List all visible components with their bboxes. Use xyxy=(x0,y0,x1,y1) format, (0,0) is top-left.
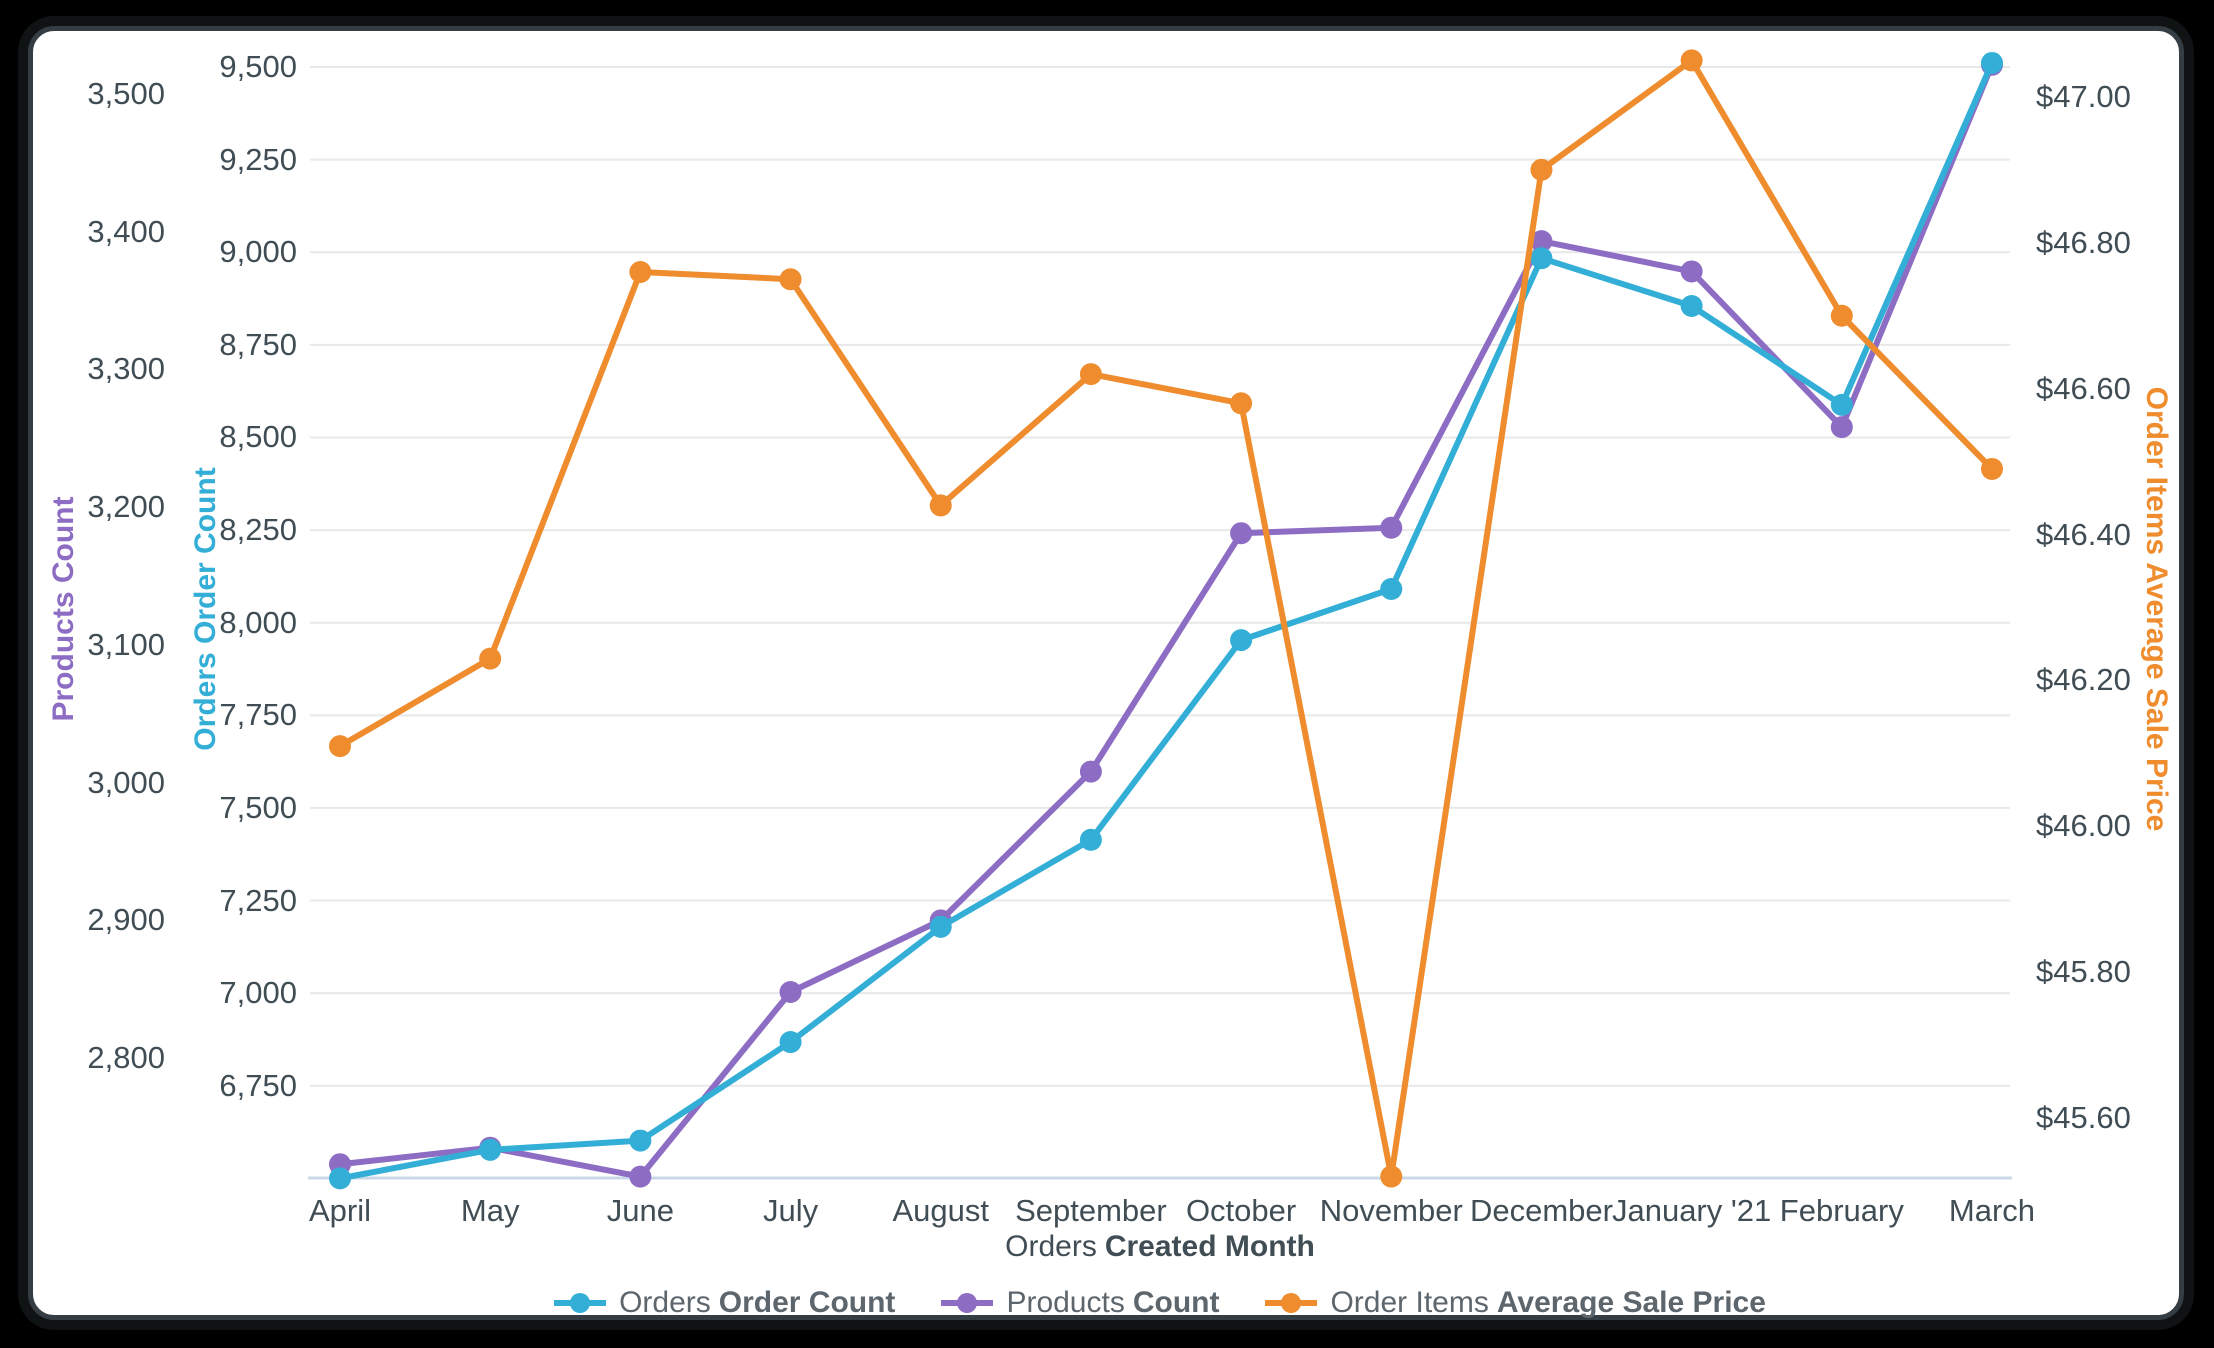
data-point-orders[interactable] xyxy=(329,1167,351,1190)
data-point-price[interactable] xyxy=(1680,49,1703,72)
data-point-orders[interactable] xyxy=(629,1129,652,1152)
data-point-products[interactable] xyxy=(1079,760,1102,783)
data-point-price[interactable] xyxy=(1981,457,2003,480)
y-tick-price: $46.00 xyxy=(2036,808,2131,844)
series-line-products[interactable] xyxy=(339,63,1995,1180)
y-tick-price: $46.20 xyxy=(2036,662,2131,698)
data-point-products[interactable] xyxy=(1830,416,1853,439)
legend-item-orders[interactable]: Orders Order Count xyxy=(554,1286,895,1320)
y-tick-orders: 8,000 xyxy=(219,604,297,640)
series-line-price[interactable] xyxy=(338,57,1995,1180)
y-tick-products: 3,400 xyxy=(87,213,165,249)
data-point-products[interactable] xyxy=(1380,516,1403,539)
legend: Orders Order Count Products Count Order Item… xyxy=(310,1286,2010,1320)
products-count-axis-title: Products Count xyxy=(47,496,80,722)
x-tick-label: February xyxy=(1779,1193,1904,1228)
data-point-products[interactable] xyxy=(629,1165,652,1188)
y-tick-products: 3,500 xyxy=(87,75,165,111)
y-tick-orders: 7,500 xyxy=(219,789,297,825)
data-point-orders[interactable] xyxy=(1079,828,1102,851)
chart-card xyxy=(28,26,2184,1320)
y-tick-orders: 8,250 xyxy=(219,512,297,548)
data-point-price[interactable] xyxy=(1380,1165,1403,1188)
average-sale-price-axis-title: Order Items Average Sale Price xyxy=(2140,386,2173,832)
data-point-price[interactable] xyxy=(629,260,652,283)
data-point-price[interactable] xyxy=(779,268,802,291)
data-point-orders[interactable] xyxy=(1380,577,1403,600)
series-line-orders[interactable] xyxy=(339,61,1995,1182)
data-point-orders[interactable] xyxy=(1530,247,1553,270)
data-point-products[interactable] xyxy=(1680,260,1703,283)
x-tick-label: November xyxy=(1319,1193,1463,1228)
x-axis-title: Orders Created Month xyxy=(310,1230,2010,1264)
y-tick-price: $47.00 xyxy=(2036,78,2131,114)
data-point-orders[interactable] xyxy=(929,915,952,938)
x-tick-label: January '21 xyxy=(1611,1193,1772,1228)
x-axis-title-bold: Created Month xyxy=(1104,1230,1315,1263)
legend-label: Orders Order Count xyxy=(619,1286,896,1319)
x-tick-label: March xyxy=(1948,1193,2036,1228)
y-tick-products: 3,000 xyxy=(87,764,165,800)
data-point-price[interactable] xyxy=(329,735,351,758)
y-tick-products: 3,300 xyxy=(87,351,165,387)
legend-marker-icon xyxy=(941,1293,994,1313)
data-point-orders[interactable] xyxy=(1830,393,1853,416)
data-point-price[interactable] xyxy=(1530,158,1553,181)
legend-item-price[interactable]: Order Items Average Sale Price xyxy=(1265,1286,1766,1320)
y-tick-orders: 7,750 xyxy=(219,697,297,733)
y-tick-orders: 9,500 xyxy=(219,49,297,85)
data-point-orders[interactable] xyxy=(479,1138,502,1161)
y-tick-products: 3,200 xyxy=(87,489,165,525)
x-tick-label: May xyxy=(460,1193,520,1228)
legend-marker-icon xyxy=(1265,1293,1318,1313)
y-tick-price: $46.80 xyxy=(2036,224,2131,260)
y-tick-orders: 9,000 xyxy=(219,234,297,270)
x-tick-label: December xyxy=(1469,1193,1613,1228)
y-tick-orders: 7,000 xyxy=(219,975,297,1011)
x-tick-label: April xyxy=(308,1193,371,1228)
data-point-products[interactable] xyxy=(779,981,802,1004)
data-point-products[interactable] xyxy=(1530,230,1553,253)
y-tick-orders: 6,750 xyxy=(219,1067,297,1103)
data-point-price[interactable] xyxy=(1079,363,1102,386)
legend-label: Order Items Average Sale Price xyxy=(1330,1286,1766,1319)
y-tick-products: 2,900 xyxy=(87,902,165,938)
y-tick-price: $45.80 xyxy=(2036,954,2131,990)
y-tick-price: $46.40 xyxy=(2036,516,2131,552)
data-point-products[interactable] xyxy=(1230,522,1253,545)
x-tick-label: June xyxy=(606,1193,674,1228)
y-tick-orders: 9,250 xyxy=(219,141,297,177)
y-tick-products: 3,100 xyxy=(87,626,165,662)
y-tick-price: $45.60 xyxy=(2036,1100,2131,1136)
x-tick-label: July xyxy=(762,1193,819,1228)
data-point-price[interactable] xyxy=(929,494,952,517)
y-tick-orders: 8,500 xyxy=(219,419,297,455)
y-tick-price: $46.60 xyxy=(2036,370,2131,406)
x-axis-title-regular: Orders xyxy=(1005,1230,1097,1263)
legend-marker-icon xyxy=(554,1293,607,1313)
orders-order-count-axis-title: Orders Order Count xyxy=(189,467,222,751)
data-point-price[interactable] xyxy=(479,647,502,670)
y-tick-products: 2,800 xyxy=(87,1040,165,1076)
x-tick-label: October xyxy=(1185,1193,1297,1228)
legend-item-products[interactable]: Products Count xyxy=(941,1286,1219,1320)
x-tick-label: September xyxy=(1015,1193,1167,1228)
data-point-price[interactable] xyxy=(1230,392,1253,415)
data-point-orders[interactable] xyxy=(1680,294,1703,317)
data-point-orders[interactable] xyxy=(779,1031,802,1054)
y-tick-orders: 7,250 xyxy=(219,882,297,918)
data-point-price[interactable] xyxy=(1830,304,1853,327)
legend-label: Products Count xyxy=(1006,1286,1220,1319)
y-tick-orders: 8,750 xyxy=(219,326,297,362)
data-point-orders[interactable] xyxy=(1981,51,2003,74)
x-tick-label: August xyxy=(892,1193,989,1228)
data-point-orders[interactable] xyxy=(1230,629,1253,652)
